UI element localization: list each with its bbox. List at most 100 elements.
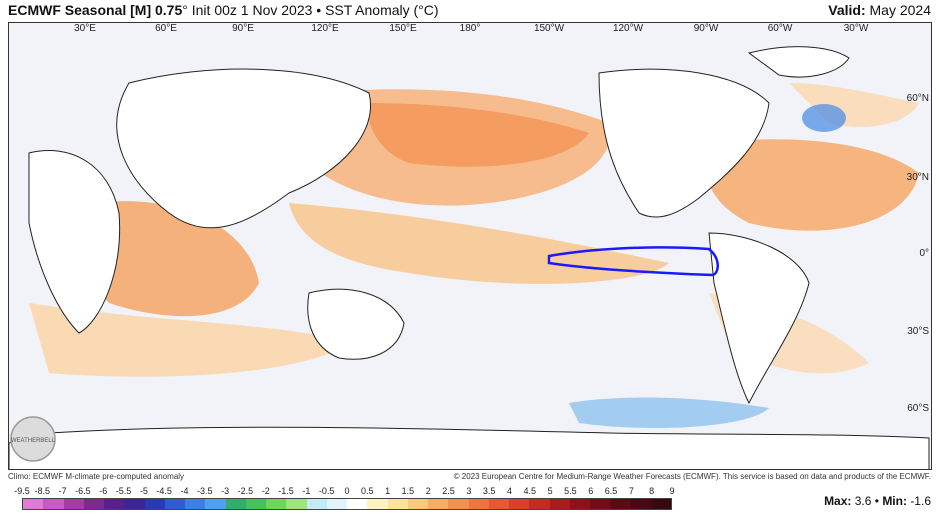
colorbar-tick-label: 4 — [506, 486, 513, 496]
colorbar-tick-label: -2 — [261, 486, 270, 496]
equatorial-pacific-warm-band — [289, 203, 669, 284]
colorbar-swatch — [549, 499, 570, 509]
climo-note: Climo: ECMWF M-climate pre-computed anom… — [8, 472, 185, 481]
copyright-note: © 2023 European Centre for Medium-Range … — [453, 472, 931, 481]
colorbar-swatch — [245, 499, 266, 509]
lon-label: 120°W — [612, 23, 644, 34]
colorbar-tick-label: 6 — [588, 486, 594, 496]
colorbar-swatch — [448, 499, 469, 509]
colorbar-tick-label: 5 — [547, 486, 553, 496]
colorbar-tick-label: 2.5 — [442, 486, 455, 496]
colorbar-tick-label: -1.5 — [278, 486, 294, 496]
colorbar-swatch — [225, 499, 246, 509]
colorbar-swatch — [306, 499, 327, 509]
lat-label: 30°S — [907, 326, 929, 337]
colorbar-tick-label: -8.5 — [34, 486, 51, 496]
lon-label: 60°W — [767, 23, 793, 34]
colorbar-tick-label: 8 — [649, 486, 655, 496]
lon-label: 150°W — [533, 23, 565, 34]
colorbar-swatch — [509, 499, 530, 509]
lat-label: 60°N — [906, 93, 929, 104]
north-atlantic-cool-anomaly — [802, 104, 846, 132]
title-model: ECMWF Seasonal [M] 0.75 — [8, 2, 183, 18]
header-bar: ECMWF Seasonal [M] 0.75° Init 00z 1 Nov … — [0, 0, 939, 20]
colorbar-swatch — [387, 499, 408, 509]
max-value: 3.6 — [854, 494, 872, 508]
colorbar-tick-label: 3.5 — [482, 486, 496, 496]
colorbar-swatch — [104, 499, 125, 509]
colorbar — [22, 498, 672, 510]
colorbar-swatch — [63, 499, 84, 509]
colorbar-tick-label: -5.5 — [115, 486, 132, 496]
colorbar-tick-label: -9.5 — [14, 486, 30, 496]
colorbar-swatch — [569, 499, 590, 509]
nino34-outline — [547, 246, 719, 277]
colorbar-tick-label: 0.5 — [361, 486, 374, 496]
lon-label: 150°E — [389, 23, 417, 34]
colorbar-swatch — [630, 499, 651, 509]
colorbar-tick-label: -4 — [180, 486, 189, 496]
colorbar-tick-label: -6.5 — [75, 486, 91, 496]
title-details: ° Init 00z 1 Nov 2023 • SST Anomaly (°C) — [182, 2, 439, 18]
map-title: ECMWF Seasonal [M] 0.75° Init 00z 1 Nov … — [8, 2, 439, 18]
colorbar-tick-label: -2.5 — [237, 486, 254, 496]
colorbar-swatch — [650, 499, 671, 509]
colorbar-swatch — [590, 499, 611, 509]
north-atlantic-high-lat-anomaly — [789, 83, 919, 127]
colorbar-swatch — [144, 499, 165, 509]
max-label: Max: — [824, 494, 852, 508]
colorbar-tick-label: 5.5 — [564, 486, 577, 496]
lon-label: 180° — [459, 23, 481, 34]
colorbar-tick-label: 1.5 — [401, 486, 415, 496]
colorbar-tick-label: -0.5 — [318, 486, 335, 496]
colorbar-tick-label: -3.5 — [197, 486, 213, 496]
colorbar-tick-label: 4.5 — [523, 486, 537, 496]
colorbar-swatch — [529, 499, 550, 509]
colorbar-swatch — [83, 499, 104, 509]
colorbar-tick-label: 9 — [669, 486, 675, 496]
colorbar-tick-label: -6 — [99, 486, 108, 496]
min-label: Min: — [882, 494, 907, 508]
lat-label: 30°N — [906, 172, 929, 183]
colorbar-swatch — [124, 499, 145, 509]
sst-anomaly-map: 30°E 60°E 90°E 120°E 150°E 180° 150°W 12… — [8, 22, 932, 470]
colorbar-swatch — [266, 499, 287, 509]
lon-label: 120°E — [311, 23, 339, 34]
south-america-landmass — [708, 232, 810, 405]
lat-label: 0° — [919, 248, 929, 259]
colorbar-tick-label: -1 — [302, 486, 311, 496]
lon-label: 90°E — [232, 23, 254, 34]
north-atlantic-warm-anomaly — [705, 139, 919, 231]
colorbar-swatch — [326, 499, 347, 509]
africa-landmass — [28, 150, 121, 334]
colorbar-swatch — [23, 499, 44, 509]
lat-label: 60°S — [907, 403, 929, 414]
lon-label: 60°E — [155, 23, 177, 34]
colorbar-tick-label: 2 — [425, 486, 431, 496]
min-value: -1.6 — [910, 494, 931, 508]
colorbar-tick-label: -7 — [58, 486, 67, 496]
colorbar-tick-label: 0 — [344, 486, 350, 496]
map-canvas — [9, 23, 931, 469]
colorbar-tick-label: 7 — [628, 486, 634, 496]
colorbar-swatch — [367, 499, 388, 509]
colorbar-tick-label: -4.5 — [156, 486, 172, 496]
north-america-landmass — [598, 68, 770, 218]
colorbar-swatch — [286, 499, 307, 509]
colorbar-ticks: -9.5 -8.5 -7 -6.5 -6 -5.5 -5 -4.5 -4 -3.5 -3 -2.5 -2… — [14, 486, 675, 498]
valid-value: May 2024 — [869, 2, 931, 18]
valid-date: Valid: May 2024 — [828, 2, 931, 18]
colorbar-swatch — [347, 499, 368, 509]
colorbar-swatch — [205, 499, 226, 509]
lon-label: 30°W — [843, 23, 869, 34]
colorbar-swatch — [610, 499, 631, 509]
max-min-stats: Max: 3.6 • Min: -1.6 — [824, 494, 931, 508]
colorbar-tick-label: -5 — [139, 486, 148, 496]
colorbar-tick-label: -3 — [221, 486, 230, 496]
colorbar-tick-label: 6.5 — [604, 486, 618, 496]
colorbar-swatch — [407, 499, 428, 509]
indian-ocean-warm-anomaly — [85, 201, 259, 317]
colorbar-tick-label: 1 — [385, 486, 391, 496]
colorbar-swatch — [428, 499, 449, 509]
lon-label: 90°W — [693, 23, 719, 34]
